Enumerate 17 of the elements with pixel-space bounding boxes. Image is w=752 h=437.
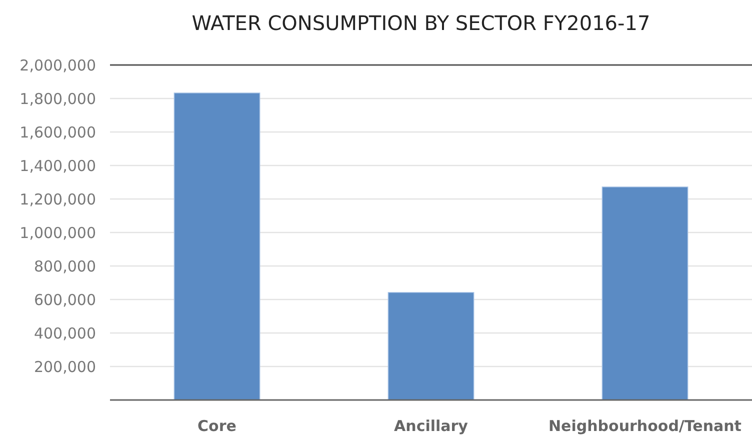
bar: [174, 92, 260, 400]
y-tick-label: 1,000,000: [20, 224, 96, 242]
y-tick-label: 600,000: [34, 290, 96, 309]
x-tick-label: Core: [198, 417, 236, 435]
y-tick-label: 1,600,000: [20, 123, 96, 142]
bar: [602, 186, 688, 400]
y-tick-label: 800,000: [34, 257, 96, 276]
y-tick-label: 1,200,000: [20, 190, 96, 208]
bar: [388, 292, 474, 400]
y-tick-label: 1,800,000: [20, 90, 96, 108]
chart-title: WATER CONSUMPTION BY SECTOR FY2016-17: [192, 11, 650, 35]
y-tick-label: 400,000: [34, 324, 96, 342]
x-tick-label: Neighbourhood/Tenant: [548, 417, 742, 435]
x-tick-label: Ancillary: [394, 417, 468, 435]
y-tick-label: 200,000: [34, 358, 96, 376]
y-tick-label: 1,400,000: [20, 156, 96, 175]
y-tick-label: 2,000,000: [20, 56, 96, 74]
